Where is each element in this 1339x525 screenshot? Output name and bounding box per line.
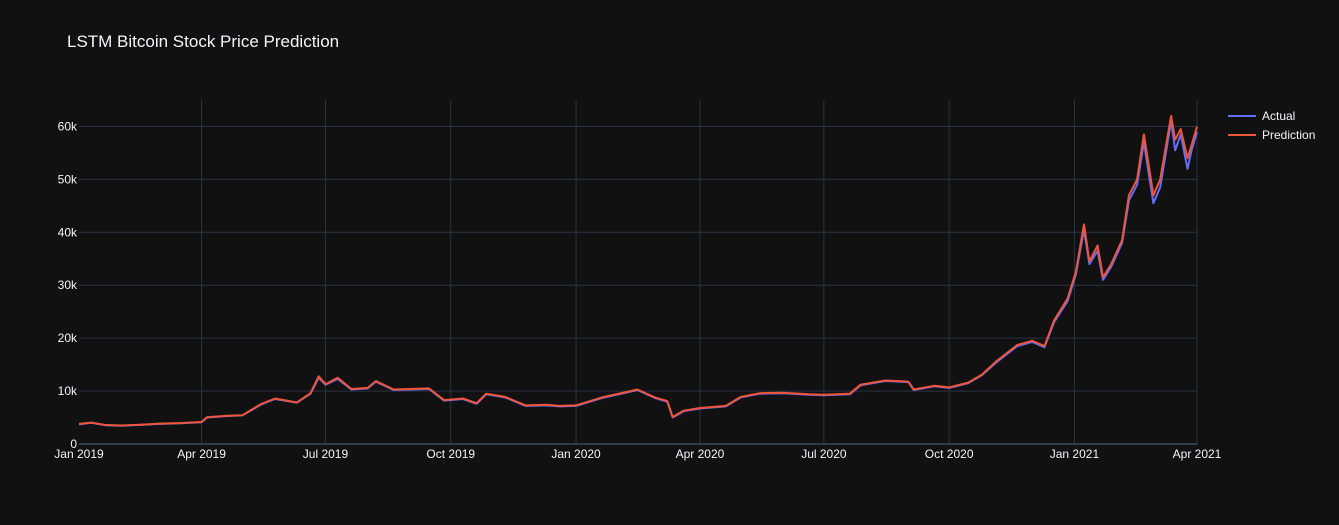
x-tick-label: Oct 2020 [925,447,974,461]
legend-label: Prediction [1262,128,1315,142]
y-tick-label: 0 [70,437,77,451]
x-tick-label: Jan 2020 [551,447,601,461]
y-tick-label: 60k [58,119,78,133]
x-tick-label: Jul 2020 [801,447,847,461]
y-tick-label: 20k [58,331,78,345]
x-tick-label: Apr 2021 [1173,447,1222,461]
x-tick-label: Jan 2019 [54,447,104,461]
legend-item-prediction[interactable]: Prediction [1228,128,1315,142]
legend-label: Actual [1262,109,1295,123]
series-line-prediction [78,114,1198,427]
x-tick-label: Apr 2019 [177,447,226,461]
x-tick-label: Jan 2021 [1050,447,1100,461]
series-layer [78,114,1198,427]
y-tick-label: 40k [58,225,78,239]
legend[interactable]: Actual Prediction [1228,109,1315,142]
x-axis: Jan 2019 Apr 2019 Jul 2019 Oct 2019 Jan 2020… [54,447,1221,461]
x-tick-label: Jul 2019 [303,447,349,461]
y-axis: 0 10k 20k 30k 40k 50k 60k [58,119,78,451]
series-line-actual [78,120,1198,427]
legend-item-actual[interactable]: Actual [1228,109,1295,123]
y-tick-label: 30k [58,278,78,292]
x-tick-label: Oct 2019 [426,447,475,461]
chart-title: LSTM Bitcoin Stock Price Prediction [67,32,340,51]
grid-layer [79,100,1198,445]
x-tick-label: Apr 2020 [676,447,725,461]
y-tick-label: 10k [58,384,78,398]
y-tick-label: 50k [58,172,78,186]
